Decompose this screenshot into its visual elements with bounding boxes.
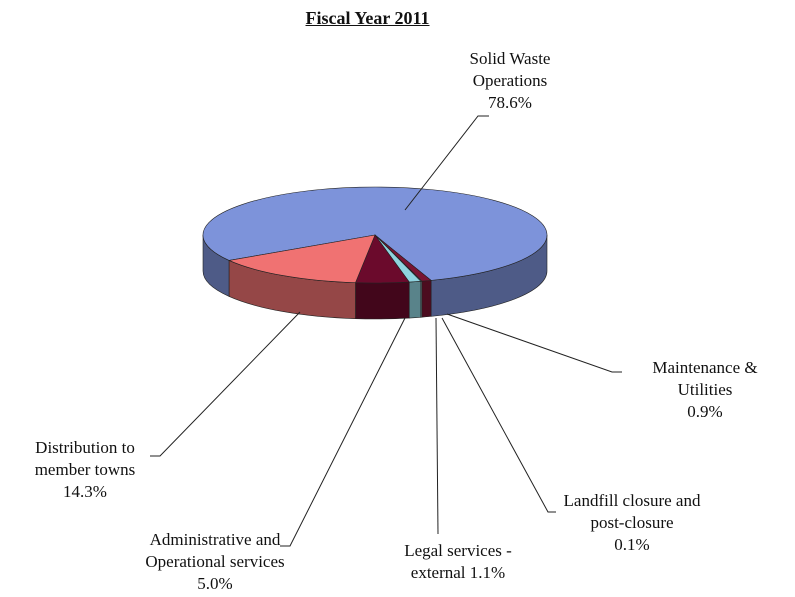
value-label: 0.1% bbox=[614, 535, 650, 554]
category-label: Legal services - external bbox=[404, 541, 512, 582]
leader-line bbox=[150, 311, 301, 457]
value-label: 5.0% bbox=[197, 574, 233, 593]
slice bbox=[202, 186, 548, 281]
slice bbox=[228, 234, 376, 283]
slice-side bbox=[421, 280, 432, 318]
category-label: Administrative and Operational services bbox=[145, 530, 285, 571]
leader-line bbox=[404, 115, 489, 211]
category-label: Distribution to member towns bbox=[34, 438, 136, 479]
slice-side bbox=[355, 281, 410, 320]
slice-label: Landfill closure and post-closure 0.1% bbox=[557, 490, 707, 556]
slice-label: Maintenance & Utilities 0.9% bbox=[643, 357, 768, 423]
value-label: 14.3% bbox=[63, 482, 107, 501]
slice-label: Legal services - external 1.1% bbox=[388, 540, 528, 584]
chart-title: Fiscal Year 2011 bbox=[305, 8, 430, 28]
leader-line bbox=[441, 317, 556, 513]
category-label: Landfill closure and post-closure bbox=[563, 491, 701, 532]
category-label: Maintenance & Utilities bbox=[652, 358, 758, 399]
value-label: 1.1% bbox=[469, 563, 506, 582]
leader-line bbox=[435, 317, 439, 535]
slice-label: Distribution to member towns 14.3% bbox=[20, 437, 150, 503]
slice-label: Administrative and Operational services … bbox=[145, 529, 285, 595]
leader-line bbox=[280, 317, 406, 547]
slice-side bbox=[408, 280, 422, 319]
value-label: 78.6% bbox=[488, 93, 532, 112]
leader-line bbox=[446, 313, 622, 373]
category-label: Solid Waste Operations bbox=[469, 49, 551, 90]
value-label: 0.9% bbox=[687, 402, 723, 421]
slice-label: Solid Waste Operations 78.6% bbox=[455, 48, 565, 114]
